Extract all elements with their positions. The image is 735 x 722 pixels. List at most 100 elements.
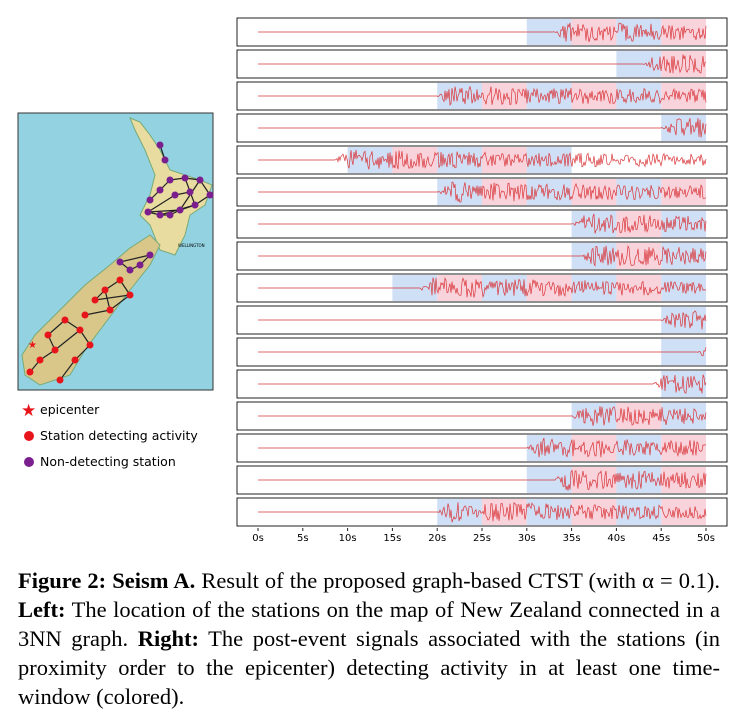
x-tick-label: 10s <box>339 533 357 544</box>
station <box>191 201 199 209</box>
station <box>106 306 114 314</box>
caption: Figure 2: Seism A. Result of the propose… <box>18 566 720 711</box>
graph-edge <box>74 344 91 361</box>
station <box>186 188 194 196</box>
caption-left: Left: <box>18 597 66 622</box>
detection-window <box>571 275 617 301</box>
x-tick-label: 5s <box>297 533 309 544</box>
signal <box>258 347 707 357</box>
legend-label: epicenter <box>40 402 100 417</box>
legend-label: Station detecting activity <box>40 428 198 443</box>
x-tick-label: 35s <box>563 533 581 544</box>
signal <box>258 118 707 138</box>
station <box>144 208 152 216</box>
detection-window <box>482 147 527 173</box>
station <box>196 176 204 184</box>
x-tick-label: 50s <box>697 533 715 544</box>
signal <box>258 374 707 394</box>
signal <box>258 244 707 267</box>
station <box>161 156 169 164</box>
figure: WELLINGTON ★ 0s 5s 10s 15s 20s 25s 30s 35s 40s 45… <box>17 17 728 544</box>
signal <box>258 469 707 491</box>
station <box>81 311 89 319</box>
detection-window <box>392 147 438 173</box>
detection-window <box>571 499 617 525</box>
x-tick-label: 20s <box>428 533 446 544</box>
station <box>206 191 214 199</box>
station <box>71 356 79 364</box>
detection-window <box>437 83 482 109</box>
station <box>156 141 164 149</box>
graph-edge <box>147 194 176 213</box>
x-tick-label: 40s <box>607 533 625 544</box>
detection-window <box>616 83 662 109</box>
signal <box>258 54 707 74</box>
legend-marker <box>24 457 34 467</box>
detection-window <box>526 499 572 525</box>
graph-edge <box>147 209 181 213</box>
map-label: WELLINGTON <box>178 243 205 248</box>
x-tick-label: 25s <box>473 533 491 544</box>
signal <box>258 22 707 42</box>
station <box>146 251 154 259</box>
station <box>166 176 174 184</box>
detection-window <box>526 147 572 173</box>
station <box>166 211 174 219</box>
station <box>76 326 84 334</box>
station <box>91 296 99 304</box>
station <box>181 174 189 182</box>
station <box>171 191 179 199</box>
station <box>126 266 134 274</box>
x-tick-label: 30s <box>518 533 536 544</box>
signal <box>258 501 707 523</box>
detection-window <box>482 275 527 301</box>
epicenter-marker: ★ <box>28 340 37 351</box>
detection-window <box>571 83 617 109</box>
signal <box>258 181 707 203</box>
station <box>56 376 64 384</box>
signal <box>258 277 707 299</box>
legend-marker <box>24 431 34 441</box>
signal <box>258 437 707 458</box>
station <box>44 331 52 339</box>
detection-window <box>482 499 527 525</box>
station-graph: ★ <box>26 141 214 384</box>
seismograms: 0s 5s 10s 15s 20s 25s 30s 35s 40s 45s 50s <box>236 17 728 544</box>
station <box>116 258 124 266</box>
station <box>51 346 59 354</box>
signal <box>258 310 707 330</box>
station <box>156 186 164 194</box>
detection-window <box>661 403 706 429</box>
x-tick-label: 15s <box>383 533 401 544</box>
signal <box>258 213 707 234</box>
station <box>146 196 154 204</box>
station <box>136 261 144 269</box>
graph-edge <box>119 254 151 263</box>
station <box>61 316 69 324</box>
legend: ★ epicenter Station detecting activity Non-… <box>21 401 198 469</box>
detection-window <box>437 499 482 525</box>
caption-label: Figure 2: <box>18 568 107 593</box>
station <box>126 291 134 299</box>
caption-text: Result of the proposed graph-based CTST … <box>201 568 721 593</box>
detection-window <box>437 147 482 173</box>
graph-edge <box>84 309 111 316</box>
station <box>176 206 184 214</box>
signal <box>258 85 707 106</box>
detection-window <box>526 179 572 205</box>
detection-window <box>661 307 706 333</box>
caption-right: Right: <box>137 626 199 651</box>
graph-edge <box>59 359 76 381</box>
x-tick-label: 0s <box>252 533 264 544</box>
detection-window <box>661 83 706 109</box>
detection-window <box>526 275 572 301</box>
graph-edge <box>94 294 131 301</box>
caption-text: The post-event signals associated with t… <box>18 626 721 709</box>
station <box>116 276 124 284</box>
signal <box>258 406 707 426</box>
graph-edge <box>109 294 131 311</box>
signal <box>258 149 707 170</box>
station <box>86 341 94 349</box>
station <box>36 356 44 364</box>
